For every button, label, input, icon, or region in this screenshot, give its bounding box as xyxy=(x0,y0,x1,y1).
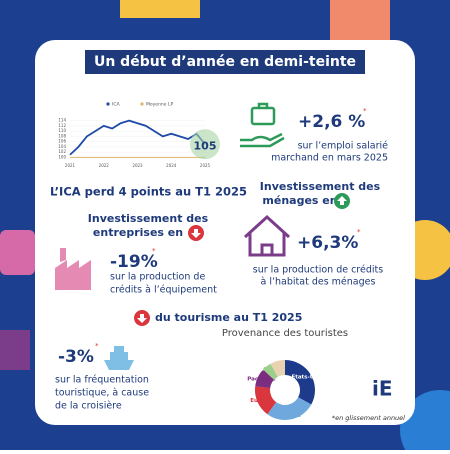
entreprises-heading: entreprises en xyxy=(93,226,183,239)
menages-text: sur la production de crédits xyxy=(253,265,383,276)
menages-heading: ménages en xyxy=(262,194,337,207)
logo: iE xyxy=(372,377,393,401)
pie-label: Asie xyxy=(262,367,275,373)
emploi-text: sur l’emploi salarié xyxy=(298,141,389,152)
annotation: 105 xyxy=(194,139,217,152)
y-tick-label: 108 xyxy=(58,133,66,138)
tourisme-text: de la croisière xyxy=(55,401,122,412)
decor xyxy=(0,330,30,370)
x-tick-label: 2023 xyxy=(132,163,143,168)
tourisme-text: sur la fréquentation xyxy=(55,375,149,386)
emploi-text: marchand en mars 2025 xyxy=(271,153,388,164)
icon-ship xyxy=(104,346,134,370)
y-tick-label: 104 xyxy=(58,144,66,149)
note-mark: * xyxy=(357,228,361,236)
decor xyxy=(120,0,200,18)
arrow-down xyxy=(137,314,147,323)
menages-value: +6,3% xyxy=(297,233,358,253)
legend-marker xyxy=(140,102,144,106)
menages-text: à l’habitat des ménages xyxy=(261,277,376,288)
title-banner xyxy=(85,50,365,74)
x-tick-label: 2025 xyxy=(200,163,211,168)
arrow-down xyxy=(191,229,201,238)
tourisme-heading: du tourisme au T1 2025 xyxy=(155,311,302,324)
menages-heading: Investissement des xyxy=(260,180,381,193)
y-tick-label: 102 xyxy=(58,149,66,154)
y-tick-label: 100 xyxy=(58,154,66,159)
note-mark: * xyxy=(152,247,156,255)
tourisme-value: -3% xyxy=(58,347,94,367)
x-tick-label: 2024 xyxy=(166,163,177,168)
decor xyxy=(330,0,390,42)
y-tick-label: 112 xyxy=(58,123,66,128)
x-tick-label: 2021 xyxy=(65,163,76,168)
legend-label: ICA xyxy=(112,102,120,108)
entreprises-text: sur la production de xyxy=(110,272,205,283)
legend-marker xyxy=(106,102,110,106)
pie-slice xyxy=(255,386,277,415)
entreprises-value: -19% xyxy=(110,252,158,272)
footnote: *en glissement annuel xyxy=(332,414,405,422)
arrow-up xyxy=(337,196,347,205)
pie-label: France xyxy=(280,413,301,419)
pie-slice xyxy=(285,360,316,405)
pie-label: Pacifique xyxy=(247,376,276,382)
chart-title: L’ICA perd 4 points au T1 2025 xyxy=(50,185,247,199)
title: Un début d’année en demi-teinte xyxy=(94,54,356,70)
pie-slice xyxy=(270,360,285,377)
pie-title: Provenance des touristes xyxy=(222,328,348,339)
pie-label: Europe xyxy=(250,398,272,404)
emploi-value: +2,6 % xyxy=(298,112,365,132)
icon-house xyxy=(243,214,291,257)
line xyxy=(69,119,206,156)
entreprises-text: crédits à l’équipement xyxy=(110,285,217,296)
tourisme-text: touristique, à cause xyxy=(55,388,149,399)
pie-slice xyxy=(267,397,312,421)
pie-slice xyxy=(263,363,278,380)
y-tick-label: 110 xyxy=(58,128,66,133)
entreprises-heading: Investissement des xyxy=(88,212,209,225)
annotation-circle xyxy=(190,129,220,160)
y-tick-label: 114 xyxy=(58,118,66,123)
icon-factory xyxy=(55,248,91,290)
pie-slice xyxy=(255,369,275,389)
y-tick-label: 106 xyxy=(58,139,66,144)
pie-label: Etats-Unis xyxy=(291,374,324,380)
note-mark: * xyxy=(95,342,99,350)
note-mark: * xyxy=(363,107,367,115)
decor xyxy=(0,230,35,275)
icon-hand xyxy=(240,102,285,148)
legend-label: Moyenne LP xyxy=(146,102,173,108)
x-tick-label: 2022 xyxy=(99,163,110,168)
